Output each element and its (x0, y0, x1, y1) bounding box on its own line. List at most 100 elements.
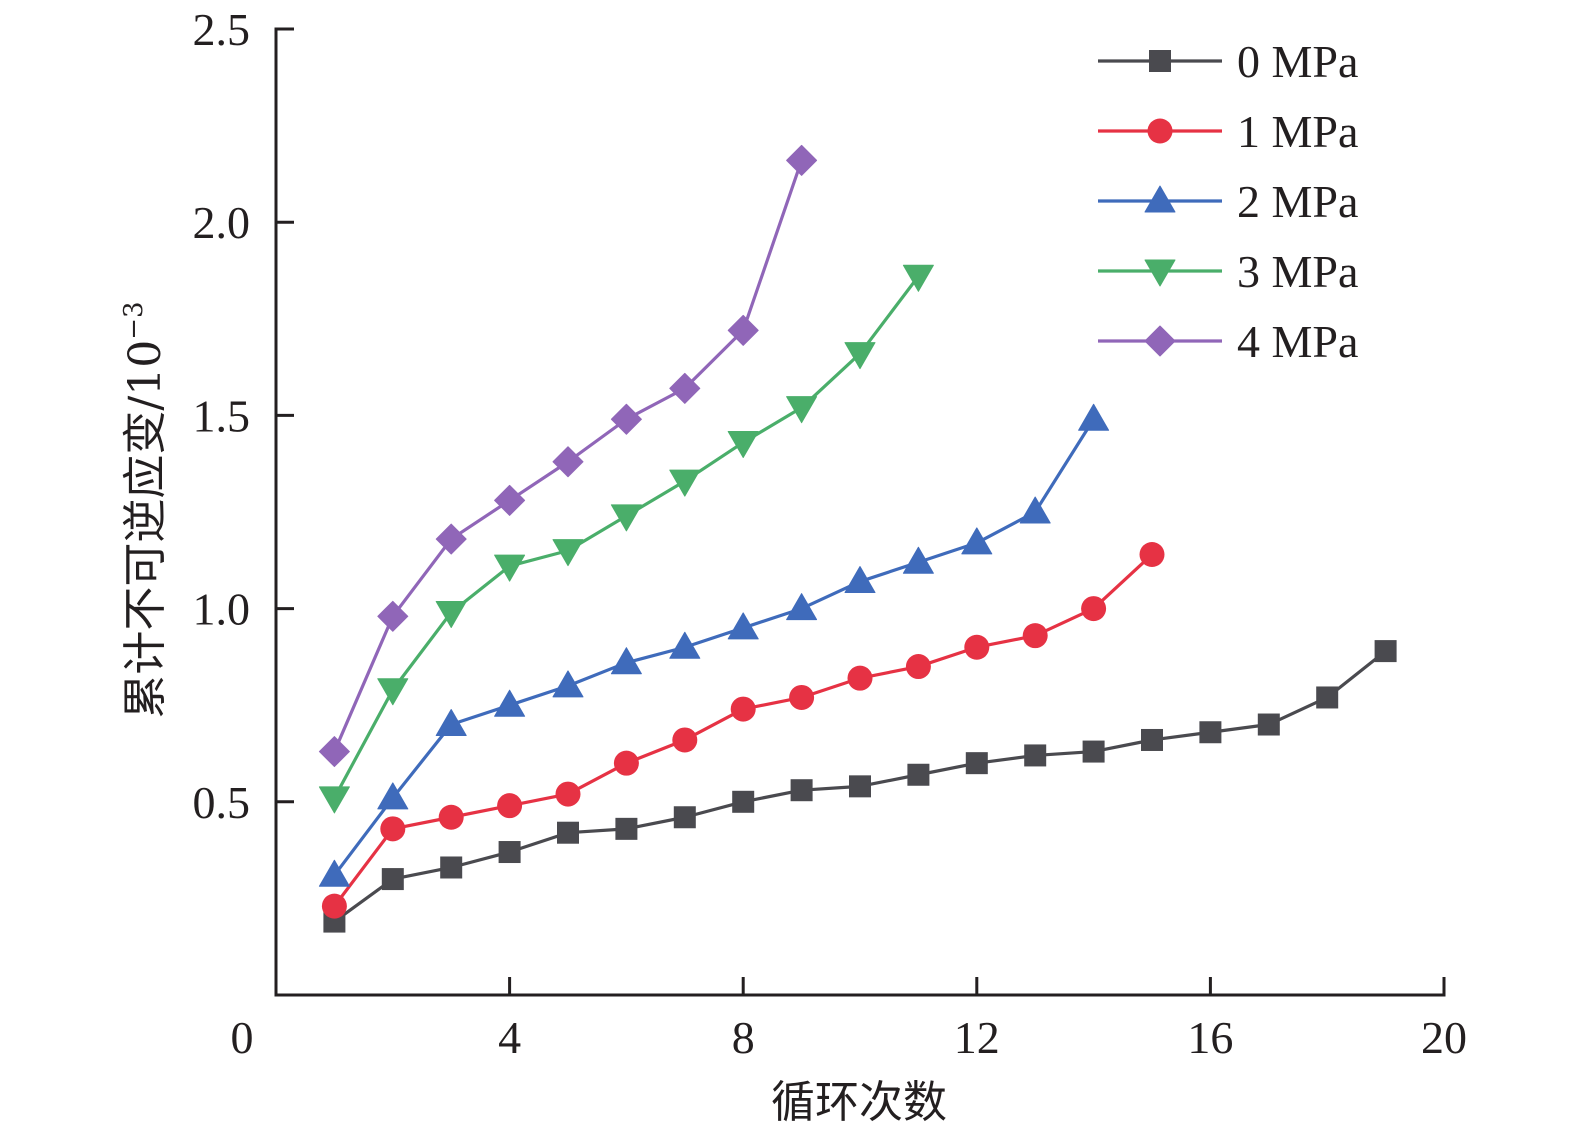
data-point (494, 554, 526, 582)
x-tick-label: 8 (732, 1012, 755, 1063)
data-point (1082, 740, 1105, 763)
data-point (964, 634, 990, 660)
series-2-mpa (318, 403, 1110, 887)
y-tick-label: 1.0 (193, 584, 251, 635)
data-point (435, 523, 467, 555)
data-point (669, 469, 701, 497)
data-point (732, 790, 755, 813)
data-point (727, 430, 759, 458)
data-point (1374, 640, 1397, 663)
y-axis-title: 累计不可逆应变/10−3 (119, 301, 171, 718)
data-point (727, 612, 759, 640)
data-point (789, 684, 815, 710)
data-point (494, 689, 526, 717)
data-point (907, 763, 930, 786)
data-point (1024, 744, 1047, 767)
data-point (377, 678, 409, 706)
data-point (381, 868, 404, 891)
data-point (318, 859, 350, 887)
legend-item: 2 MPa (1098, 176, 1358, 227)
data-point (847, 665, 873, 691)
legend-label: 0 MPa (1237, 36, 1358, 87)
data-point (669, 372, 701, 404)
data-point (440, 856, 463, 879)
data-point (1078, 403, 1110, 431)
x-tick-label: 16 (1187, 1012, 1233, 1063)
x-ticks: 0 4 8 12 16 20 (231, 977, 1467, 1063)
series-4-mpa (318, 144, 818, 768)
data-point (552, 539, 584, 567)
axes: 0.5 1.0 1.5 2.0 2.5 0 4 8 12 16 20 (193, 4, 1468, 1063)
x-tick-label: 0 (231, 1012, 254, 1063)
y-tick-label: 0.5 (193, 777, 251, 828)
data-point (610, 403, 642, 435)
series-line (332, 275, 920, 799)
legend-marker-triangle-up-icon (1144, 185, 1176, 213)
data-point (377, 782, 409, 810)
data-point (961, 527, 993, 555)
series-1-mpa (321, 542, 1165, 919)
data-point (1141, 728, 1163, 751)
y-axis-title-text: 累计不可逆应变/10 (120, 340, 171, 719)
data-point (438, 804, 464, 830)
data-point (727, 314, 759, 346)
data-point (557, 821, 579, 844)
data-point (613, 750, 639, 776)
plot-series (318, 144, 1397, 933)
data-point (1257, 713, 1280, 736)
data-point (610, 504, 642, 532)
legend-label: 4 MPa (1237, 316, 1358, 367)
data-point (1022, 623, 1048, 649)
data-point (1139, 542, 1165, 568)
data-point (318, 736, 350, 768)
data-point (673, 806, 696, 829)
data-point (1019, 496, 1051, 524)
series-3-mpa (318, 264, 934, 814)
data-point (435, 709, 467, 737)
data-point (1199, 721, 1222, 744)
y-tick-label: 2.0 (193, 197, 251, 248)
legend-item: 4 MPa (1098, 316, 1358, 367)
data-point (1316, 686, 1339, 709)
legend-item: 0 MPa (1098, 36, 1358, 87)
legend-marker-diamond-icon (1144, 325, 1176, 357)
data-point (498, 841, 521, 864)
data-point (844, 566, 876, 594)
data-point (669, 631, 701, 659)
x-tick-label: 12 (954, 1012, 1000, 1063)
data-point (552, 670, 584, 698)
data-point (494, 484, 526, 516)
data-point (902, 264, 934, 292)
data-point (786, 593, 818, 621)
data-point (377, 600, 409, 632)
data-point (555, 781, 581, 807)
data-point (435, 600, 467, 628)
data-point (615, 817, 638, 840)
data-point (786, 144, 818, 176)
legend-marker-square-icon (1149, 50, 1171, 72)
data-point (786, 396, 818, 424)
data-point (672, 727, 698, 753)
legend-marker-circle-icon (1147, 118, 1173, 144)
data-point (790, 779, 813, 802)
data-point (849, 775, 871, 798)
legend-label: 1 MPa (1237, 106, 1358, 157)
legend-label: 2 MPa (1237, 176, 1358, 227)
data-point (610, 647, 642, 675)
data-point (730, 696, 756, 722)
y-tick-label: 2.5 (193, 4, 251, 55)
legend-label: 3 MPa (1237, 246, 1358, 297)
data-point (552, 446, 584, 478)
data-point (1081, 596, 1107, 622)
data-point (318, 786, 350, 814)
legend-marker-triangle-down-icon (1144, 259, 1176, 287)
y-tick-label: 1.5 (193, 390, 251, 441)
data-point (905, 654, 931, 680)
y-axis-title-exponent: −3 (119, 301, 149, 339)
y-ticks: 0.5 1.0 1.5 2.0 2.5 (193, 4, 294, 828)
data-point (380, 816, 406, 842)
x-tick-label: 20 (1421, 1012, 1467, 1063)
legend-item: 3 MPa (1098, 246, 1358, 297)
data-point (844, 342, 876, 370)
